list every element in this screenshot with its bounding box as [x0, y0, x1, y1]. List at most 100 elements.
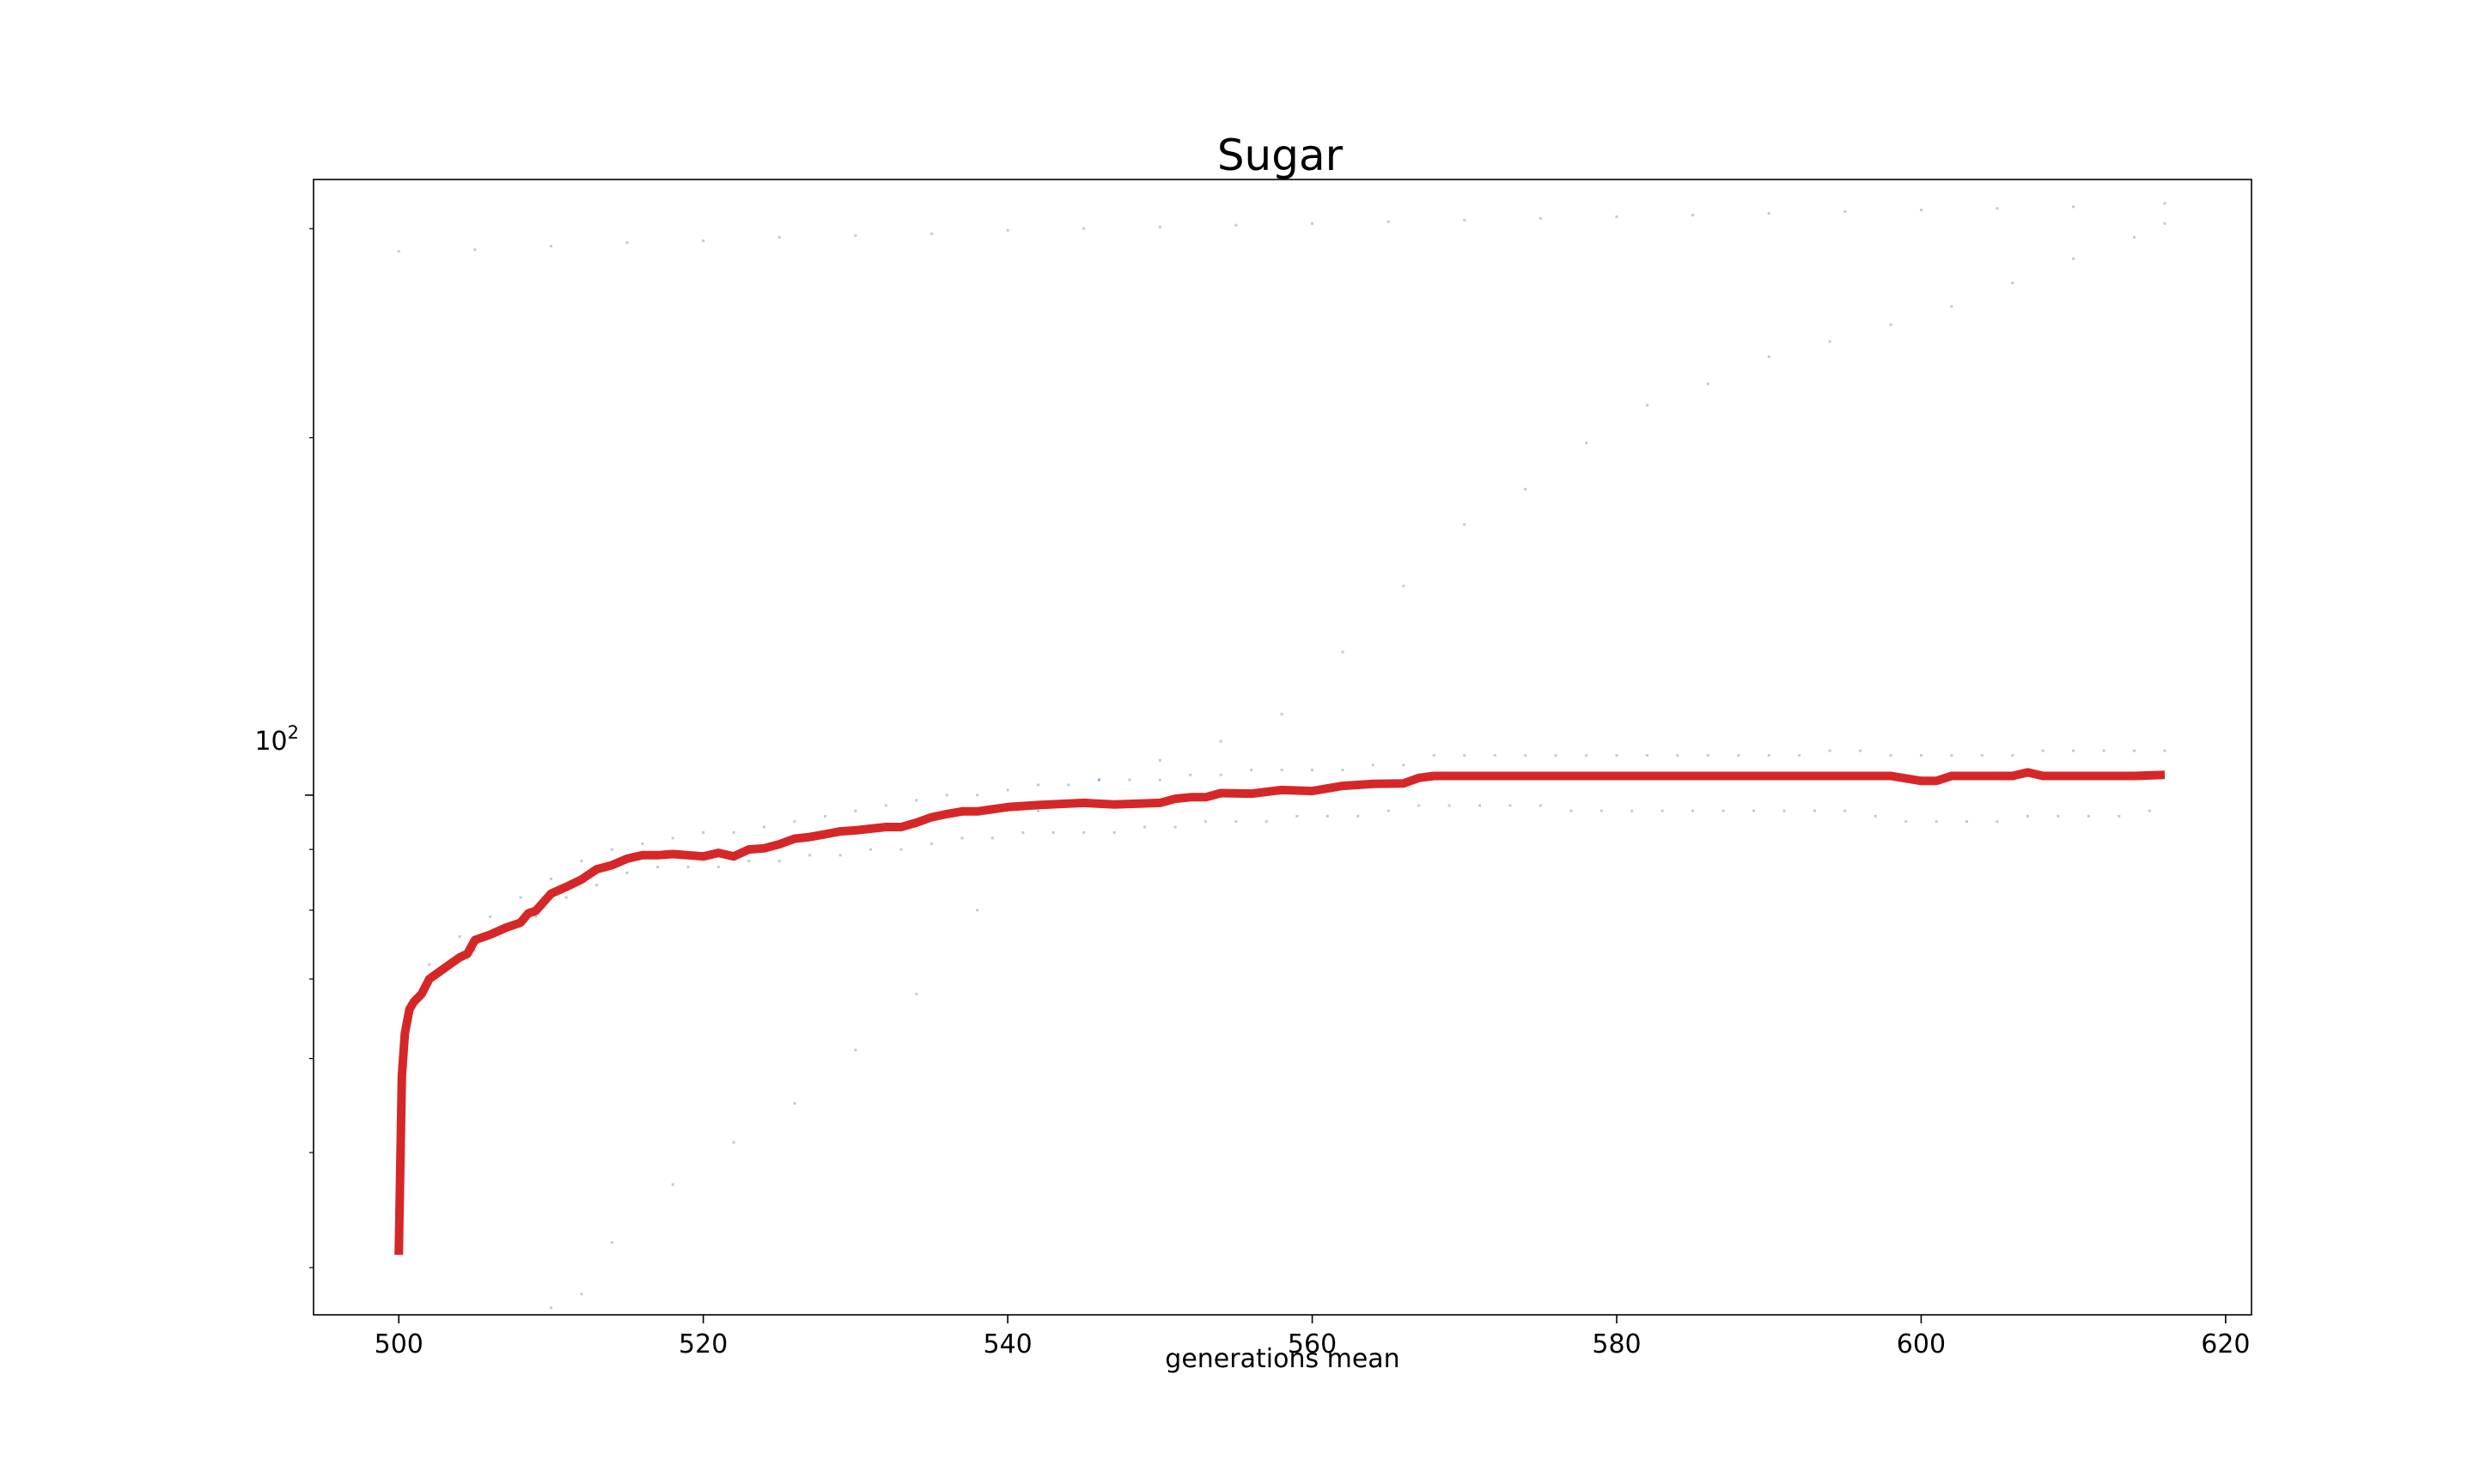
scatter-point: [1037, 783, 1040, 787]
scatter-point: [473, 248, 477, 252]
scatter-point: [1402, 584, 1405, 587]
scatter-point: [960, 836, 964, 840]
scatter-point: [2087, 814, 2090, 818]
scatter-point: [1706, 754, 1709, 757]
scatter-point: [1691, 213, 1695, 216]
scatter-point: [549, 877, 552, 880]
scatter-point: [1219, 773, 1222, 776]
scatter-point: [1661, 809, 1664, 812]
scatter-point: [1828, 749, 1831, 752]
scatter-point: [1935, 820, 1938, 824]
scatter-point: [930, 232, 934, 235]
scatter-point: [1204, 820, 1208, 824]
scatter-point: [641, 842, 644, 845]
scatter-point: [1737, 754, 1740, 757]
scatter-point: [1950, 305, 1953, 308]
scatter-point: [1889, 323, 1892, 326]
scatter-point: [1798, 754, 1801, 757]
mean-line-layer: [394, 768, 2166, 1256]
scatter-point: [1539, 804, 1542, 807]
scatter-point: [610, 848, 613, 851]
scatter-point: [1600, 809, 1603, 812]
mean-line: [394, 768, 2166, 1256]
scatter-point: [1250, 769, 1253, 772]
scatter-point: [1386, 220, 1390, 223]
scatter-point: [1996, 820, 1999, 824]
y-axis: [305, 228, 314, 1268]
scatter-point: [915, 799, 918, 802]
scatter-point: [2072, 749, 2075, 752]
scatter-point: [1417, 804, 1421, 807]
scatter-point: [1691, 809, 1695, 812]
scatter-point: [1006, 228, 1009, 232]
scatter-point: [1980, 754, 1983, 757]
x-axis-label: generations mean: [1165, 1344, 1399, 1374]
scatter-point: [2163, 749, 2166, 752]
scatter-point: [1859, 749, 1862, 752]
scatter-point: [1432, 754, 1435, 757]
scatter-point: [1341, 769, 1344, 772]
scatter-point: [1889, 754, 1892, 757]
scatter-point: [1158, 758, 1161, 762]
scatter-point: [656, 865, 660, 868]
plot-area-frame: [313, 179, 2252, 1316]
scatter-point: [1585, 441, 1588, 445]
scatter-point: [1097, 778, 1100, 782]
scatter-point: [1143, 825, 1147, 829]
scatter-point: [838, 854, 842, 857]
x-tick-label: 580: [1592, 1329, 1641, 1359]
scatter-point: [976, 909, 979, 912]
x-tick-label: 600: [1897, 1329, 1946, 1359]
scatter-point: [549, 245, 552, 248]
scatter-point: [2026, 814, 2029, 818]
scatter-point: [1478, 804, 1481, 807]
scatter-point: [732, 830, 735, 834]
scatter-point: [884, 804, 887, 807]
scatter-point: [1097, 778, 1100, 782]
scatter-point: [1067, 783, 1070, 787]
chart-title: Sugar: [1217, 131, 1344, 180]
scatter-point: [549, 1306, 552, 1310]
scatter-point: [1615, 215, 1618, 218]
scatter-point: [1615, 754, 1618, 757]
scatter-point: [1950, 754, 1953, 757]
scatter-point: [1356, 814, 1360, 818]
scatter-point: [854, 1049, 857, 1052]
scatter-point: [2163, 222, 2166, 225]
scatter-point: [580, 860, 583, 863]
scatter-point: [1752, 809, 1755, 812]
scatter-point: [1021, 830, 1025, 834]
scatter-point: [1112, 830, 1116, 834]
scatter-point: [1965, 820, 1969, 824]
scatter-point: [1843, 210, 1847, 214]
scatter-point: [1158, 778, 1161, 782]
y-tick-label-exponent: 2: [288, 722, 299, 743]
scatter-point: [2011, 281, 2014, 284]
scatter-point: [1219, 739, 1222, 743]
scatter-point: [732, 1140, 735, 1144]
scatter-point: [1037, 809, 1040, 812]
scatter-point: [671, 1183, 674, 1186]
scatter-point: [1630, 809, 1634, 812]
scatter-point: [519, 896, 522, 899]
scatter-point: [1463, 218, 1466, 222]
x-tick-label: 500: [375, 1329, 424, 1359]
scatter-point: [1843, 809, 1847, 812]
x-axis: 500 520 540 560 580 600 620: [375, 1315, 2251, 1359]
scatter-point: [1874, 814, 1877, 818]
scatter-point: [1676, 754, 1679, 757]
scatter-point: [976, 794, 979, 797]
scatter-point: [2011, 754, 2014, 757]
scatter-point: [2148, 809, 2151, 812]
scatter-point: [1264, 820, 1268, 824]
scatter-point: [1311, 769, 1314, 772]
scatter-point: [428, 963, 431, 966]
scatter-point: [1645, 754, 1648, 757]
scatter-point: [2072, 205, 2075, 209]
scatter-point: [1189, 773, 1192, 776]
scatter-point: [2133, 749, 2136, 752]
scatter-point: [1706, 382, 1709, 386]
scatter-point: [1569, 809, 1573, 812]
scatter-point: [1295, 814, 1299, 818]
scatter-point: [1463, 754, 1466, 757]
